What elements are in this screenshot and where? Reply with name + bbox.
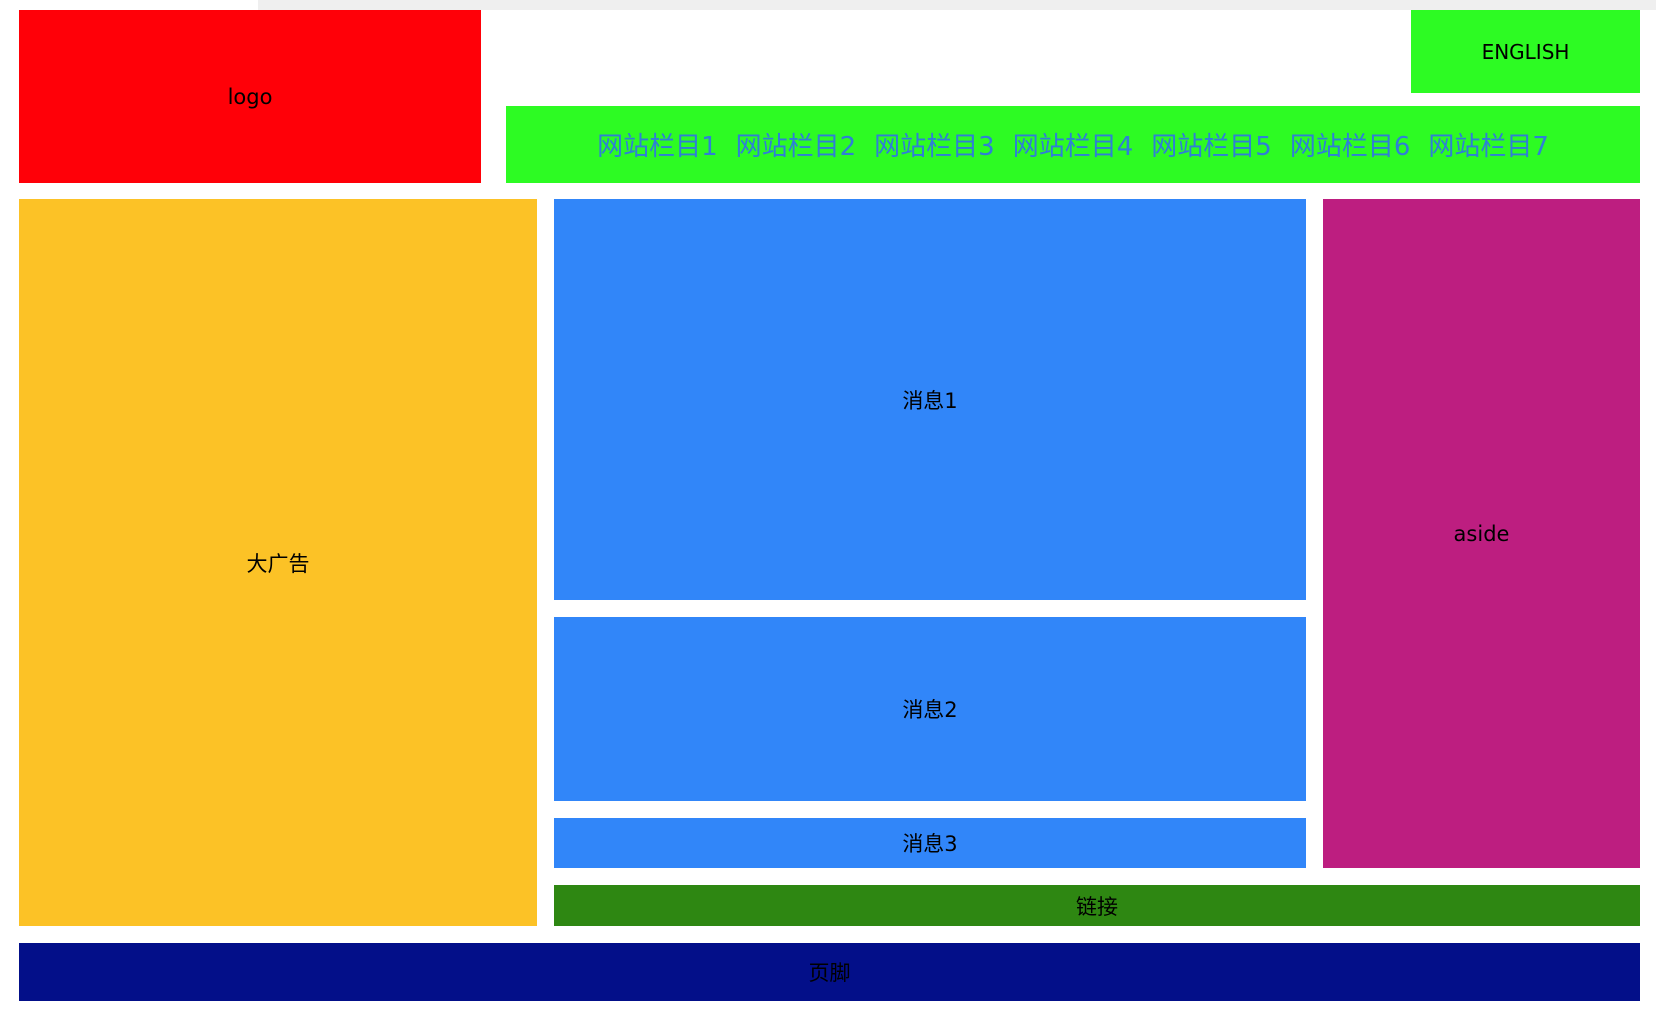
nav-item-6[interactable]: 网站栏目6 <box>1290 126 1411 163</box>
links-label: 链接 <box>1076 891 1118 921</box>
english-language-label: ENGLISH <box>1482 40 1570 64</box>
top-scroll-strip <box>258 0 1656 10</box>
advertisement-label: 大广告 <box>247 548 310 578</box>
site-navigation: 网站栏目1 网站栏目2 网站栏目3 网站栏目4 网站栏目5 网站栏目6 网站栏目… <box>506 106 1640 183</box>
message-3-label: 消息3 <box>902 828 957 858</box>
page-footer: 页脚 <box>19 943 1640 1001</box>
nav-item-5[interactable]: 网站栏目5 <box>1151 126 1272 163</box>
aside-panel: aside <box>1323 199 1640 868</box>
nav-item-7[interactable]: 网站栏目7 <box>1428 126 1549 163</box>
links-bar: 链接 <box>554 885 1640 926</box>
message-panel-2: 消息2 <box>554 617 1306 801</box>
aside-label: aside <box>1454 522 1510 546</box>
nav-item-4[interactable]: 网站栏目4 <box>1013 126 1134 163</box>
message-1-label: 消息1 <box>902 385 957 415</box>
message-panel-3: 消息3 <box>554 818 1306 868</box>
english-language-button[interactable]: ENGLISH <box>1411 10 1640 93</box>
message-panel-1: 消息1 <box>554 199 1306 600</box>
message-2-label: 消息2 <box>902 694 957 724</box>
footer-label: 页脚 <box>809 957 851 987</box>
nav-item-2[interactable]: 网站栏目2 <box>736 126 857 163</box>
logo-text: logo <box>228 85 273 109</box>
nav-item-3[interactable]: 网站栏目3 <box>874 126 995 163</box>
logo-block: logo <box>19 10 481 183</box>
large-advertisement: 大广告 <box>19 199 537 926</box>
nav-item-1[interactable]: 网站栏目1 <box>597 126 718 163</box>
